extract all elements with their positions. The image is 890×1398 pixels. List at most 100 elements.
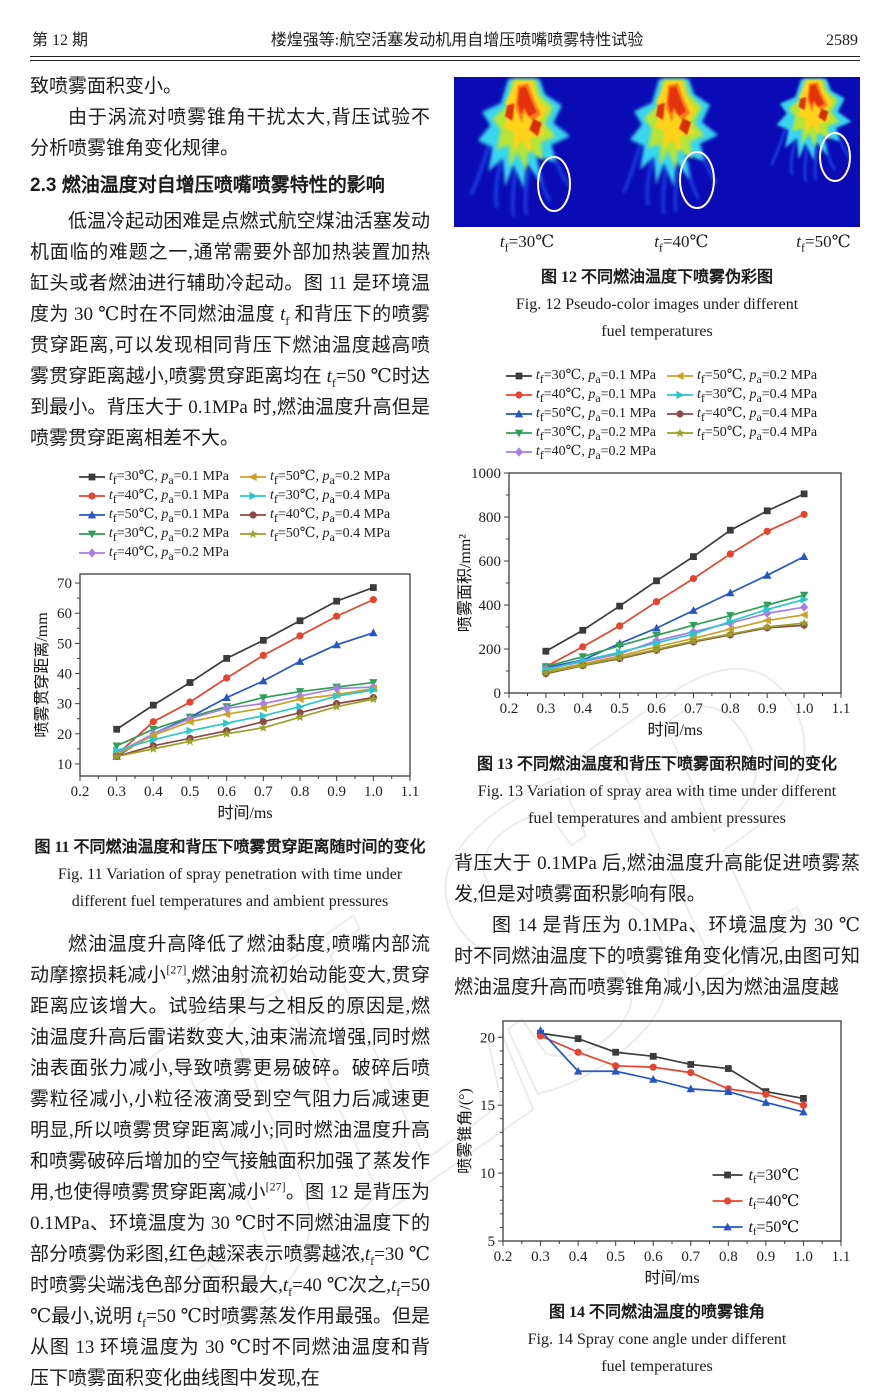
fig12-spray-image [454, 77, 860, 227]
svg-text:0.9: 0.9 [758, 701, 777, 717]
svg-text:时间/ms: 时间/ms [647, 721, 702, 739]
svg-text:200: 200 [479, 642, 502, 658]
svg-text:0.6: 0.6 [217, 784, 236, 800]
fig12-caption-en: Fig. 12 Pseudo-color images under differ… [515, 296, 799, 340]
left-column: 致喷雾面积变小。 由于涡流对喷雾锥角干扰太大,背压试验不分析喷雾锥角变化规律。 … [30, 71, 430, 1394]
svg-text:tf=30℃: tf=30℃ [749, 1167, 800, 1186]
svg-text:0.8: 0.8 [721, 701, 740, 717]
svg-text:0.3: 0.3 [537, 701, 556, 717]
svg-text:时间/ms: 时间/ms [644, 1269, 699, 1287]
svg-text:20: 20 [57, 727, 72, 743]
svg-text:1000: 1000 [471, 466, 501, 482]
highlight-ellipse [679, 151, 715, 209]
paragraph: 低温冷起动困难是点燃式航空煤油活塞发动机面临的难题之一,通常需要外部加热装置加热… [30, 211, 430, 449]
fig14-caption-cn: 图 14 不同燃油温度的喷雾锥角 [548, 1304, 765, 1321]
svg-text:0.2: 0.2 [494, 1249, 513, 1265]
legend-item: tf=50℃, pa=0.4 MPa [666, 424, 817, 442]
paragraph: 背压大于 0.1MPa 后,燃油温度升高能促进喷雾蒸发,但是对喷雾面积影响有限。 [454, 853, 860, 905]
svg-text:0.5: 0.5 [181, 784, 200, 800]
legend-item: tf=40℃, pa=0.4 MPa [239, 506, 390, 524]
figure-12: tf=30℃ tf=40℃ tf=50℃ 图 12 不同燃油温度下喷雾伪彩图 F… [454, 77, 860, 345]
legend-item: tf=50℃, pa=0.2 MPa [666, 367, 817, 385]
legend-item: tf=40℃, pa=0.1 MPa [78, 487, 229, 505]
svg-text:0.6: 0.6 [647, 701, 666, 717]
svg-text:1.1: 1.1 [832, 1249, 851, 1265]
legend-item: tf=50℃, pa=0.4 MPa [239, 525, 390, 543]
svg-text:喷雾锥角/(°): 喷雾锥角/(°) [457, 1088, 474, 1174]
paragraph: 图 14 是背压为 0.1MPa、环境温度为 30 ℃时不同燃油温度下的喷雾锥角… [454, 915, 860, 998]
svg-text:30: 30 [57, 697, 72, 713]
fig11-legend: tf=30℃, pa=0.1 MPa tf=50℃, pa=0.2 MPa tf=4… [38, 468, 430, 562]
svg-text:0.3: 0.3 [107, 784, 126, 800]
header-issue: 第 12 期 [32, 32, 89, 49]
svg-text:1.0: 1.0 [795, 701, 814, 717]
fig12-caption-cn: 图 12 不同燃油温度下喷雾伪彩图 [540, 269, 773, 286]
fig13-caption-en: Fig. 13 Variation of spray area with tim… [477, 783, 837, 827]
legend-item: tf=30℃, pa=0.1 MPa [78, 468, 229, 486]
svg-text:0.2: 0.2 [500, 701, 519, 717]
svg-text:0.9: 0.9 [327, 784, 346, 800]
legend-item: tf=30℃, pa=0.2 MPa [505, 424, 656, 442]
right-column: tf=30℃ tf=40℃ tf=50℃ 图 12 不同燃油温度下喷雾伪彩图 F… [454, 71, 860, 1394]
svg-text:400: 400 [479, 598, 502, 614]
figure-11: tf=30℃, pa=0.1 MPa tf=50℃, pa=0.2 MPa tf=4… [30, 468, 430, 915]
fig11-caption-cn: 图 11 不同燃油温度和背压下喷雾贯穿距离随时间的变化 [34, 839, 426, 856]
legend-item: tf=40℃, pa=0.2 MPa [505, 443, 656, 461]
highlight-ellipse [537, 156, 571, 212]
page-header: 第 12 期 楼煌强等:航空活塞发动机用自增压喷嘴喷雾特性试验 2589 [0, 0, 890, 56]
svg-text:60: 60 [57, 606, 72, 622]
legend-item: tf=30℃, pa=0.2 MPa [78, 525, 229, 543]
legend-item: tf=50℃, pa=0.1 MPa [505, 405, 656, 423]
svg-text:0.4: 0.4 [144, 784, 163, 800]
svg-text:1.0: 1.0 [794, 1249, 813, 1265]
svg-text:0: 0 [494, 686, 502, 702]
svg-text:800: 800 [479, 510, 502, 526]
header-page-number: 2589 [826, 32, 858, 49]
legend-item: tf=40℃, pa=0.1 MPa [505, 386, 656, 404]
svg-text:tf=50℃: tf=50℃ [749, 1219, 800, 1238]
figure-14: 0.2 0.3 0.4 0.5 0.6 0.7 0.8 0.9 1.0 1.1 5 10 15 20 时间/… [454, 1013, 860, 1380]
svg-text:70: 70 [57, 576, 72, 592]
svg-text:0.7: 0.7 [254, 784, 273, 800]
svg-text:5: 5 [488, 1234, 496, 1250]
svg-text:0.8: 0.8 [719, 1249, 738, 1265]
header-rule [30, 56, 860, 61]
svg-text:1.1: 1.1 [832, 701, 851, 717]
svg-text:喷雾贯穿距离/mm: 喷雾贯穿距离/mm [34, 612, 51, 738]
svg-text:0.6: 0.6 [644, 1249, 663, 1265]
fig12-labels: tf=30℃ tf=40℃ tf=50℃ [454, 232, 860, 258]
svg-text:0.5: 0.5 [610, 701, 629, 717]
svg-text:0.7: 0.7 [681, 1249, 700, 1265]
svg-text:20: 20 [480, 1030, 495, 1046]
svg-text:0.8: 0.8 [291, 784, 310, 800]
legend-item: tf=50℃, pa=0.2 MPa [239, 468, 390, 486]
fig13-caption-cn: 图 13 不同燃油温度和背压下喷雾面积随时间的变化 [476, 756, 837, 773]
fig14-caption-en: Fig. 14 Spray cone angle under different… [527, 1331, 787, 1375]
svg-text:时间/ms: 时间/ms [217, 804, 272, 822]
svg-text:0.2: 0.2 [71, 784, 90, 800]
svg-text:0.4: 0.4 [573, 701, 592, 717]
svg-text:0.4: 0.4 [569, 1249, 588, 1265]
fig12-label-30: tf=30℃ [499, 232, 555, 255]
svg-text:50: 50 [57, 636, 72, 652]
legend-item: tf=30℃, pa=0.4 MPa [239, 487, 390, 505]
fig14-chart: 0.2 0.3 0.4 0.5 0.6 0.7 0.8 0.9 1.0 1.1 5 10 15 20 时间/… [457, 1020, 851, 1287]
svg-text:10: 10 [57, 757, 72, 773]
fig12-label-40: tf=40℃ [654, 232, 709, 255]
svg-text:0.3: 0.3 [531, 1249, 550, 1265]
figure-13: tf=30℃, pa=0.1 MPa tf=50℃, pa=0.2 MPa tf=4… [454, 367, 860, 832]
fig11-caption-en: Fig. 11 Variation of spray penetration w… [57, 866, 403, 910]
fig13-legend: tf=30℃, pa=0.1 MPa tf=50℃, pa=0.2 MPa tf=4… [462, 367, 860, 461]
svg-text:40: 40 [57, 666, 72, 682]
legend-item: tf=30℃, pa=0.4 MPa [666, 386, 817, 404]
svg-text:0.5: 0.5 [606, 1249, 625, 1265]
paragraph: 由于涡流对喷雾锥角干扰太大,背压试验不分析喷雾锥角变化规律。 [30, 107, 430, 159]
svg-text:喷雾面积/mm²: 喷雾面积/mm² [457, 534, 474, 632]
legend-item: tf=40℃, pa=0.2 MPa [78, 544, 229, 562]
svg-text:15: 15 [480, 1098, 495, 1114]
svg-text:600: 600 [479, 554, 502, 570]
highlight-ellipse [819, 132, 851, 182]
svg-text:0.7: 0.7 [684, 701, 703, 717]
legend-item: tf=50℃, pa=0.1 MPa [78, 506, 229, 524]
